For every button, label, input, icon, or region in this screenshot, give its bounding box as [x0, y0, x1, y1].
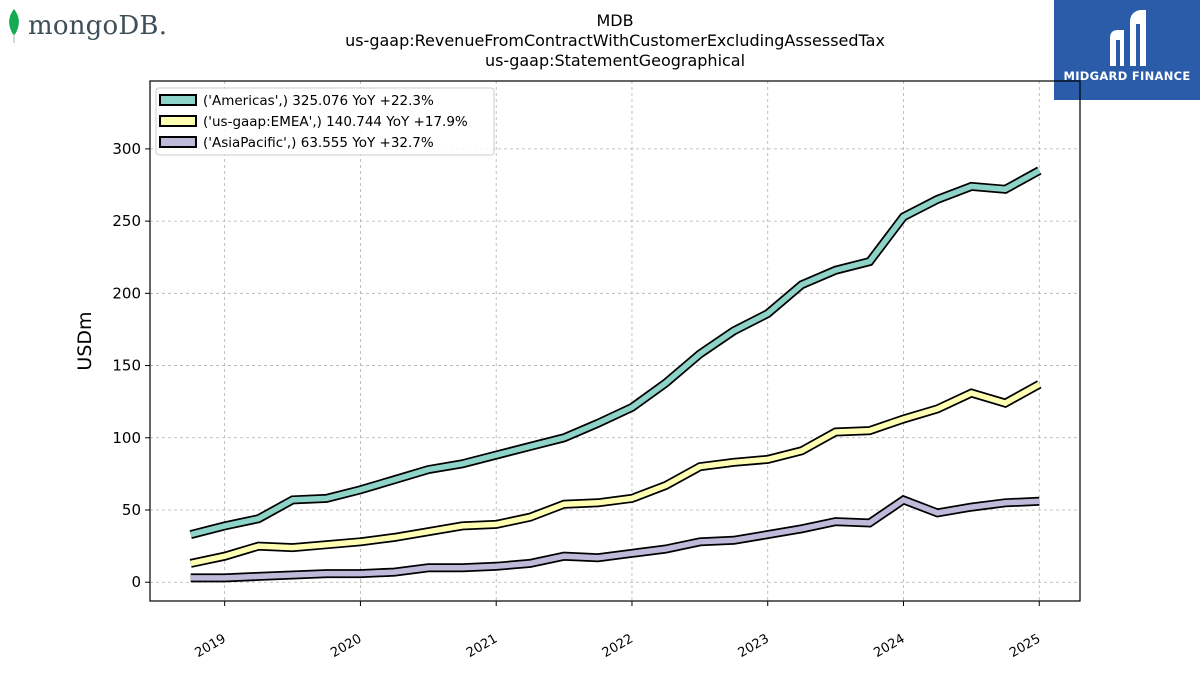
legend-box [155, 87, 495, 156]
legend-label-2: ('AsiaPacific',) 63.555 YoY +32.7% [203, 135, 434, 151]
y-axis: 0 50 100 150 200 250 300 [112, 140, 150, 591]
series-outline-0 [189, 166, 1042, 539]
midgard-emblem-icon [1110, 10, 1146, 66]
y-tick-label: 250 [112, 212, 141, 230]
title-line-1: us-gaap:RevenueFromContractWithCustomerE… [345, 31, 885, 50]
chart-title: MDBus-gaap:RevenueFromContractWithCustom… [345, 11, 885, 70]
midgard-finance-logo: MIDGARD FINANCE [1054, 0, 1200, 100]
series-line-2 [190, 496, 1040, 581]
x-tick-label: 2025 [1007, 631, 1043, 661]
y-tick-label: 150 [112, 357, 141, 375]
legend: ('Americas',) 325.076 YoY +22.3% ('us-gaa… [155, 87, 495, 156]
y-tick-label: 300 [112, 140, 141, 158]
y-axis-label: USDm [74, 311, 96, 370]
y-tick-label: 0 [131, 573, 141, 591]
x-tick-label: 2022 [600, 631, 636, 661]
x-axis: 2019 2020 2021 2022 2023 2024 2025 [193, 601, 1043, 661]
series-line-0 [190, 168, 1041, 538]
grid-lines [150, 81, 1080, 601]
y-tick-label: 100 [112, 429, 141, 447]
x-tick-label: 2021 [464, 631, 500, 661]
legend-swatch-0 [159, 94, 197, 106]
x-tick-label: 2023 [736, 631, 772, 661]
legend-label-1: ('us-gaap:EMEA',) 140.744 YoY +17.9% [203, 114, 468, 130]
title-line-0: MDB [596, 11, 633, 30]
series-outline-2 [190, 494, 1040, 583]
mongodb-logo-text: mongoDB. [28, 11, 168, 41]
y-tick-label: 50 [122, 501, 141, 519]
x-tick-label: 2020 [328, 631, 364, 661]
x-tick-label: 2019 [193, 631, 229, 661]
mongodb-logo: mongoDB. [6, 6, 167, 46]
legend-swatch-2 [159, 136, 197, 148]
series-line-1 [190, 381, 1041, 567]
y-tick-label: 200 [112, 284, 141, 302]
plot-frame [149, 80, 1081, 602]
series-lines [189, 166, 1042, 583]
title-line-2: us-gaap:StatementGeographical [485, 51, 745, 70]
legend-label-0: ('Americas',) 325.076 YoY +22.3% [203, 93, 434, 109]
leaf-icon [9, 9, 19, 43]
midgard-finance-text: MIDGARD FINANCE [1063, 69, 1191, 83]
x-tick-label: 2024 [871, 631, 907, 661]
legend-swatch-1 [159, 115, 197, 127]
